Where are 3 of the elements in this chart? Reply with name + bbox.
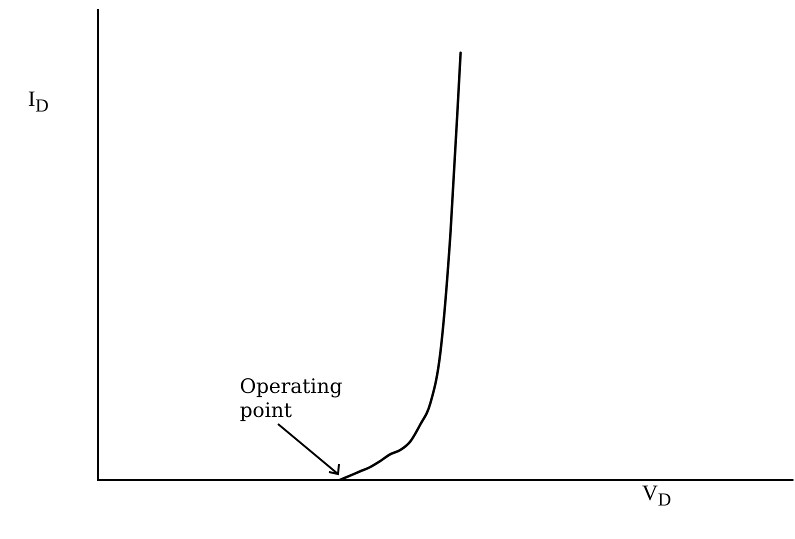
y-axis-title: I$_{D}$ [28, 86, 49, 116]
x-axis-title: V$_{D}$ [642, 480, 672, 510]
annotation: Operating point [240, 374, 342, 422]
